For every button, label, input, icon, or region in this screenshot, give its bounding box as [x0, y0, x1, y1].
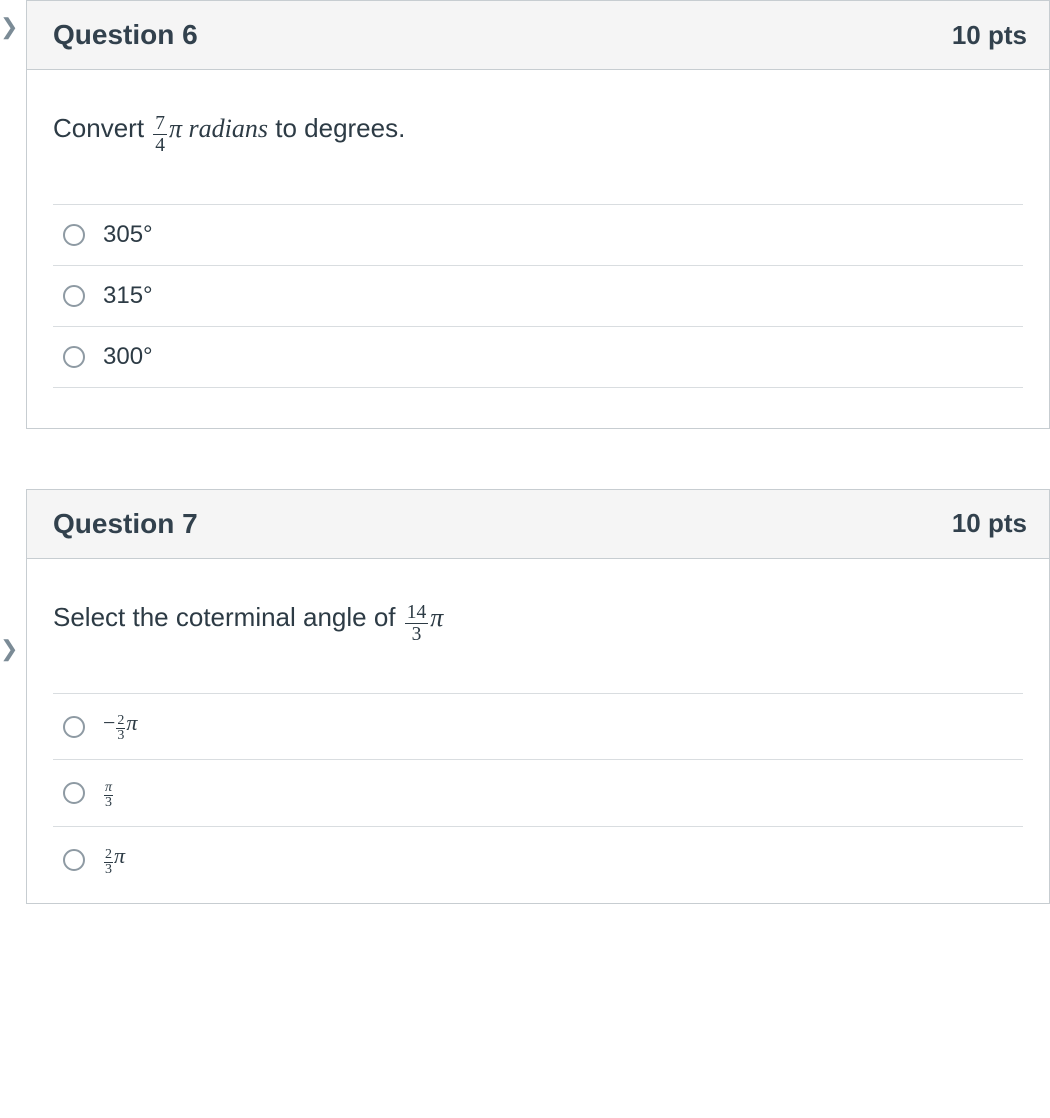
radio-icon: [63, 224, 85, 246]
prompt-prefix: Select the coterminal angle of: [53, 602, 403, 632]
prompt-prefix: Convert: [53, 113, 151, 143]
question-block-6: Question 6 10 pts Convert 74π radians to…: [26, 0, 1050, 429]
answer-option[interactable]: 23π: [53, 827, 1023, 893]
answer-text: 300°: [103, 343, 153, 371]
answer-text: π3: [103, 776, 114, 810]
radio-icon: [63, 346, 85, 368]
answer-option[interactable]: π3: [53, 760, 1023, 827]
answer-fraction: 23: [116, 714, 125, 743]
question-body: Convert 74π radians to degrees. 305° 315…: [27, 70, 1049, 428]
answer-option[interactable]: −23π: [53, 694, 1023, 761]
answer-option[interactable]: 315°: [53, 266, 1023, 327]
prev-question-chevron[interactable]: ❯: [0, 14, 18, 40]
radio-icon: [63, 849, 85, 871]
radio-icon: [63, 782, 85, 804]
question-block-7: Question 7 10 pts Select the coterminal …: [26, 489, 1050, 904]
answer-list: −23π π3 23π: [53, 693, 1023, 894]
question-points: 10 pts: [952, 20, 1027, 51]
prompt-pi-unit: π radians: [169, 114, 268, 143]
answer-list: 305° 315° 300°: [53, 204, 1023, 388]
question-points: 10 pts: [952, 508, 1027, 539]
prompt-pi: π: [430, 603, 443, 632]
prompt-fraction: 74: [153, 114, 167, 156]
answer-fraction: π3: [104, 781, 113, 810]
question-title: Question 6: [53, 19, 198, 51]
answer-text: 305°: [103, 221, 153, 249]
answer-fraction: 23: [104, 848, 113, 877]
question-header: Question 7 10 pts: [27, 490, 1049, 559]
answer-text: −23π: [103, 710, 137, 744]
radio-icon: [63, 716, 85, 738]
answer-text: 315°: [103, 282, 153, 310]
answer-option[interactable]: 305°: [53, 205, 1023, 266]
prompt-fraction: 143: [405, 603, 429, 645]
question-prompt: Convert 74π radians to degrees.: [53, 110, 1023, 156]
radio-icon: [63, 285, 85, 307]
question-body: Select the coterminal angle of 143π −23π…: [27, 559, 1049, 903]
answer-option[interactable]: 300°: [53, 327, 1023, 388]
prompt-suffix: to degrees.: [268, 113, 405, 143]
question-header: Question 6 10 pts: [27, 1, 1049, 70]
question-prompt: Select the coterminal angle of 143π: [53, 599, 1023, 645]
question-title: Question 7: [53, 508, 198, 540]
answer-text: 23π: [103, 843, 125, 877]
prev-question-chevron[interactable]: ❯: [0, 636, 18, 662]
